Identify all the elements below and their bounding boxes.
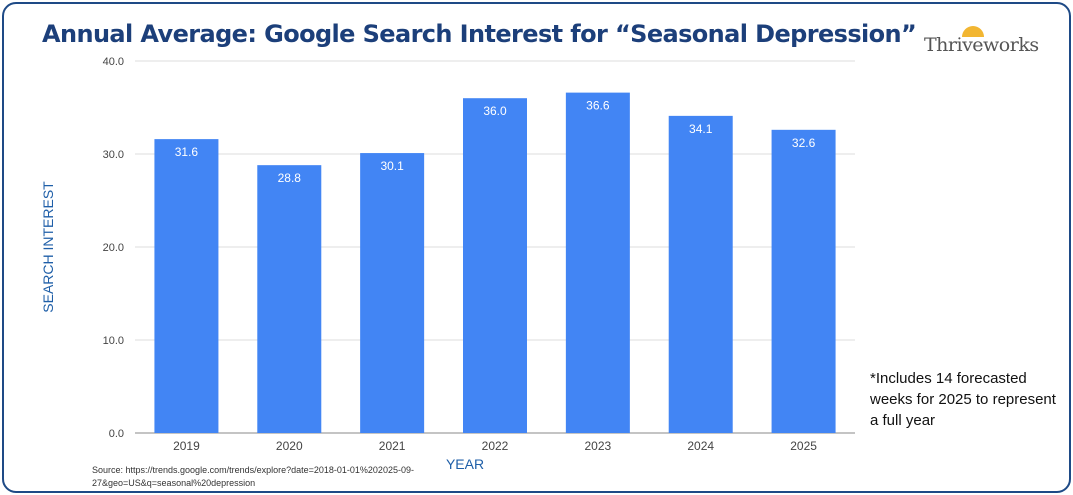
data-label: 30.1 [380,159,404,173]
y-tick-label: 20.0 [103,242,124,254]
data-label: 34.1 [689,122,713,136]
bar-2020 [257,165,322,433]
x-tick-label: 2020 [276,439,303,453]
y-tick-label: 10.0 [103,335,124,347]
chart-title: Annual Average: Google Search Interest f… [42,20,917,48]
x-tick-label: 2023 [585,439,612,453]
x-tick-label: 2024 [687,439,714,453]
data-label: 28.8 [278,171,302,185]
y-axis-title: SEARCH INTEREST [40,181,56,313]
logo-text: Thriveworks [924,34,1039,56]
forecast-note: *Includes 14 forecasted weeks for 2025 t… [870,370,1056,429]
sun-icon [962,26,984,37]
y-tick-label: 30.0 [103,149,124,161]
x-axis-title: YEAR [446,456,484,472]
y-tick-label: 0.0 [109,428,124,440]
bar-2019 [154,139,219,433]
data-label: 31.6 [175,145,199,159]
bar-2022 [463,98,527,433]
data-label: 32.6 [792,136,816,150]
x-tick-label: 2021 [379,439,406,453]
bar-2023 [565,92,630,434]
x-tick-label: 2019 [173,439,200,453]
bar-2021 [360,153,425,433]
x-tick-label: 2022 [482,439,509,453]
data-label: 36.0 [483,104,507,118]
source-text: Source: https://trends.google.com/trends… [92,465,414,488]
x-tick-label: 2025 [790,439,817,453]
data-label: 36.6 [586,99,610,113]
y-tick-label: 40.0 [103,56,124,68]
bar-2025 [771,129,836,433]
bar-2024 [668,115,733,434]
thriveworks-logo: Thriveworks [924,26,1049,56]
